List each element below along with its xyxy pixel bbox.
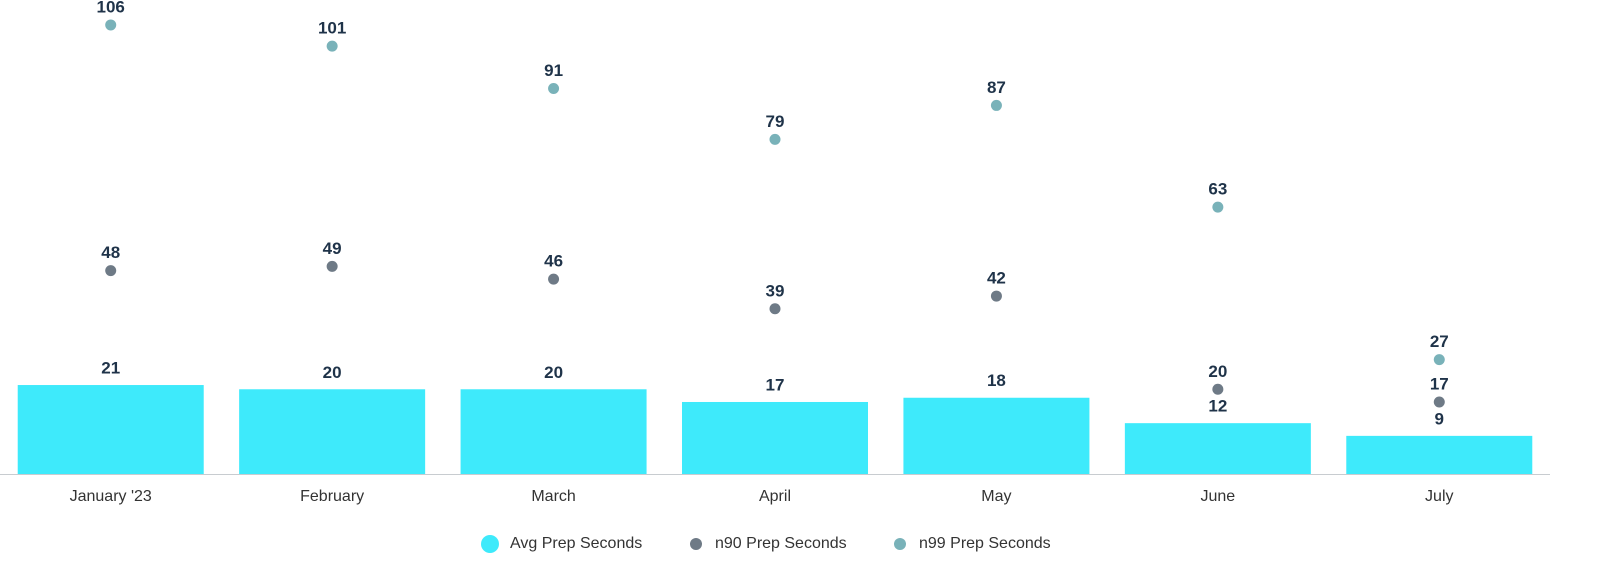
point: [548, 82, 560, 94]
bar: [239, 389, 426, 474]
legend-marker: [690, 538, 702, 550]
data-label: 48: [101, 243, 120, 262]
bar: [1346, 435, 1533, 474]
legend-marker: [894, 538, 906, 550]
data-label: 49: [323, 239, 342, 258]
data-label: 12: [1208, 397, 1227, 416]
data-label: 106: [97, 0, 125, 16]
bar: [17, 385, 204, 474]
x-tick-label: March: [531, 488, 575, 505]
bar: [903, 397, 1090, 474]
bar: [460, 389, 647, 474]
bar: [682, 401, 868, 474]
legend-label: n99 Prep Seconds: [919, 535, 1051, 552]
legend-label: Avg Prep Seconds: [510, 535, 642, 552]
point: [990, 99, 1002, 111]
bar: [1124, 423, 1311, 474]
data-label: 20: [323, 363, 342, 382]
point: [326, 40, 338, 52]
x-tick-label: July: [1425, 488, 1453, 505]
data-label: 46: [544, 252, 563, 271]
data-label: 20: [544, 363, 563, 382]
data-label: 79: [766, 112, 785, 131]
data-label: 18: [987, 371, 1006, 390]
x-tick-label: May: [981, 488, 1011, 505]
data-label: 9: [1435, 409, 1444, 428]
point: [1433, 354, 1445, 366]
point: [105, 19, 117, 31]
point: [769, 133, 781, 145]
data-label: 101: [318, 19, 346, 38]
point: [105, 265, 117, 277]
data-label: 91: [544, 61, 563, 80]
data-label: 17: [1430, 374, 1449, 393]
legend-label: n90 Prep Seconds: [715, 535, 847, 552]
x-tick-label: April: [759, 488, 791, 505]
point: [769, 303, 781, 315]
x-tick-label: June: [1201, 488, 1236, 505]
x-tick-label: January '23: [70, 488, 152, 505]
point: [1212, 201, 1224, 213]
point: [326, 260, 338, 272]
data-label: 39: [766, 281, 785, 300]
point: [1212, 383, 1224, 395]
data-label: 87: [987, 78, 1006, 97]
data-label: 21: [101, 359, 120, 378]
data-label: 27: [1430, 332, 1449, 351]
point: [548, 273, 560, 285]
data-label: 20: [1208, 362, 1227, 381]
point: [1433, 396, 1445, 408]
data-label: 17: [766, 375, 785, 394]
legend-marker: [481, 535, 499, 553]
data-label: 42: [987, 269, 1006, 288]
point: [990, 290, 1002, 302]
x-tick-label: February: [300, 488, 364, 505]
data-label: 63: [1208, 180, 1227, 199]
